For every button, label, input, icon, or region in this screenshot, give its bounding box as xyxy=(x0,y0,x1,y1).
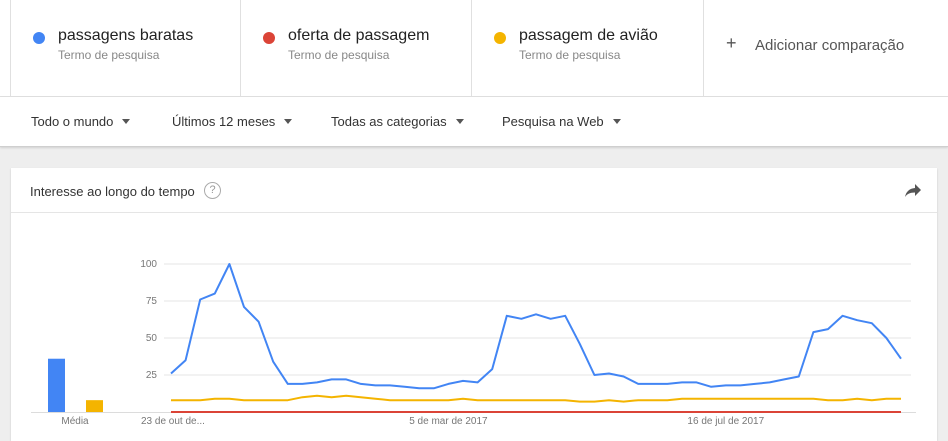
y-tick-label: 75 xyxy=(146,296,158,307)
period-filter[interactable]: Últimos 12 meses xyxy=(172,114,293,129)
interest-chart: Média 100 75 50 25 23 de out de... 5 de mar … xyxy=(31,259,916,427)
x-tick-label: 5 de mar de 2017 xyxy=(409,416,488,427)
region-filter-label: Todo o mundo xyxy=(31,114,114,129)
y-tick-label: 50 xyxy=(146,333,158,344)
series-color-dot xyxy=(263,32,275,44)
search-type-filter-label: Pesquisa na Web xyxy=(502,114,604,129)
series-color-dot xyxy=(494,32,506,44)
y-tick-label: 100 xyxy=(140,259,157,270)
series-line xyxy=(170,263,902,390)
search-term-type: Termo de pesquisa xyxy=(288,48,390,62)
search-term-name: oferta de passagem xyxy=(288,27,430,44)
period-filter-label: Últimos 12 meses xyxy=(172,114,276,129)
category-filter[interactable]: Todas as categorias xyxy=(331,114,464,129)
x-tick-label: 16 de jul de 2017 xyxy=(687,416,764,427)
plus-icon: + xyxy=(726,33,737,53)
search-term-2[interactable]: oferta de passagem Termo de pesquisa xyxy=(241,0,472,97)
help-circle-icon[interactable]: ? xyxy=(204,182,221,199)
search-term-type: Termo de pesquisa xyxy=(58,48,160,62)
x-tick-label: 23 de out de... xyxy=(141,416,205,427)
average-bar xyxy=(86,400,103,412)
card-title: Interesse ao longo do tempo xyxy=(30,184,195,199)
filter-bar: Todo o mundo Últimos 12 meses Todas as c… xyxy=(0,97,948,147)
search-term-type: Termo de pesquisa xyxy=(519,48,621,62)
search-type-filter[interactable]: Pesquisa na Web xyxy=(502,114,621,129)
average-label: Média xyxy=(61,416,89,427)
region-filter[interactable]: Todo o mundo xyxy=(31,114,131,129)
search-term-1[interactable]: passagens baratas Termo de pesquisa xyxy=(10,0,241,97)
search-term-3[interactable]: passagem de avião Termo de pesquisa xyxy=(472,0,704,97)
add-comparison-label: Adicionar comparação xyxy=(755,37,905,54)
caret-down-icon xyxy=(612,119,621,124)
series-color-dot xyxy=(33,32,45,44)
compare-bar: passagens baratas Termo de pesquisa ofer… xyxy=(0,0,948,97)
add-comparison-button[interactable]: + Adicionar comparação xyxy=(704,0,948,96)
search-term-name: passagem de avião xyxy=(519,27,658,44)
y-tick-label: 25 xyxy=(146,370,158,381)
caret-down-icon xyxy=(284,119,293,124)
interest-over-time-card: Interesse ao longo do tempo ? Média 100 7… xyxy=(11,168,937,441)
average-bar xyxy=(48,358,65,412)
card-header: Interesse ao longo do tempo ? xyxy=(11,168,937,213)
search-term-name: passagens baratas xyxy=(58,27,194,44)
caret-down-icon xyxy=(455,119,464,124)
category-filter-label: Todas as categorias xyxy=(331,114,447,129)
series-line xyxy=(171,394,901,403)
share-arrow-icon[interactable] xyxy=(905,184,921,202)
caret-down-icon xyxy=(122,119,131,124)
